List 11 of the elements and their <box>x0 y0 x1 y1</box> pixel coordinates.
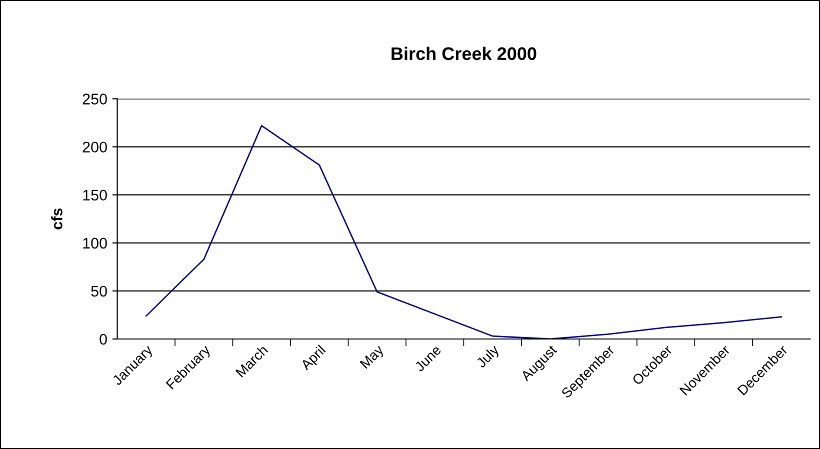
x-tick-label: July <box>475 344 502 370</box>
y-tick-label: 150 <box>83 190 107 201</box>
y-tick-label: 0 <box>100 334 107 345</box>
y-tick-label: 100 <box>83 238 107 249</box>
y-tick-label: 50 <box>91 286 107 297</box>
y-tick-label: 250 <box>82 94 107 104</box>
x-tick-label: May <box>360 344 386 371</box>
y-axis-title: cfs <box>51 208 62 230</box>
line-series <box>145 124 782 339</box>
y-tick-label: 200 <box>82 142 107 153</box>
chart-title: Birch Creek 2000 <box>392 46 536 60</box>
